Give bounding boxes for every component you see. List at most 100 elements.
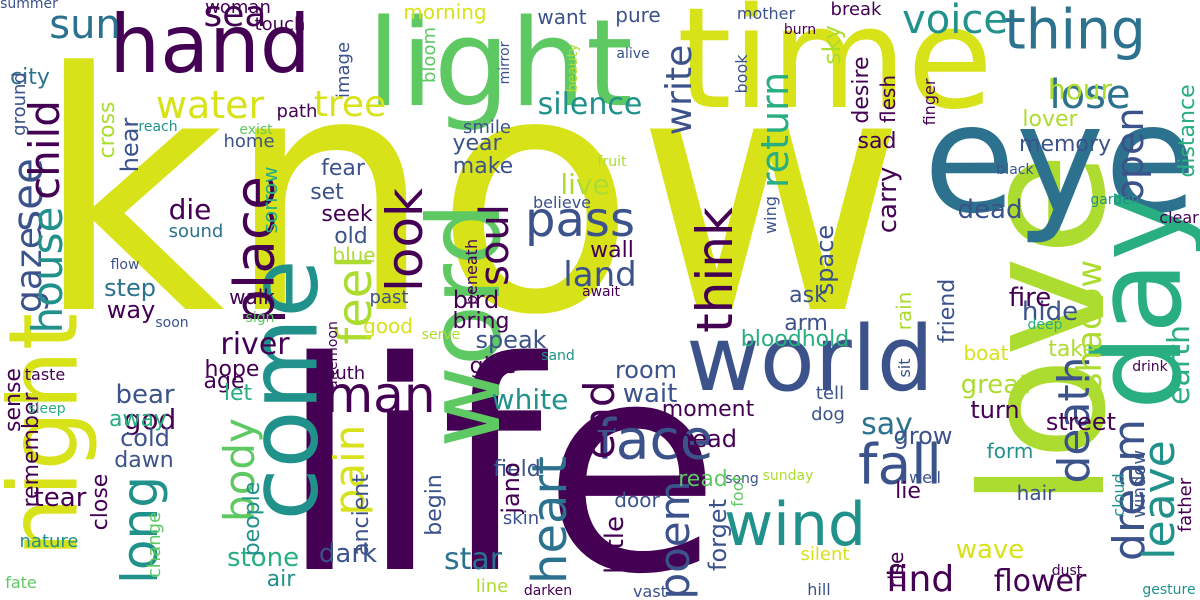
- cloud-word-return: return: [753, 71, 797, 189]
- cloud-word-rain: rain: [892, 291, 916, 331]
- cloud-word-carry: carry: [873, 166, 903, 234]
- cloud-word-darken: darken: [523, 583, 573, 599]
- cloud-word-street: street: [1045, 408, 1117, 436]
- cloud-word-jano: jano: [497, 462, 525, 514]
- cloud-word-touch: touch: [254, 14, 306, 35]
- cloud-word-step: step: [104, 274, 156, 302]
- cloud-word-vast: vast: [633, 582, 667, 600]
- cloud-word-arm: arm: [784, 311, 828, 336]
- cloud-word-hair: hair: [1016, 481, 1056, 505]
- cloud-word-hide: hide: [1021, 297, 1079, 327]
- cloud-word-house: house: [23, 206, 72, 334]
- cloud-word-silent: silent: [800, 544, 850, 565]
- cloud-word-shadow: shadow: [1070, 259, 1110, 391]
- cloud-word-window: window: [1129, 449, 1150, 519]
- cloud-word-thing: thing: [1004, 0, 1146, 62]
- cloud-word-flow: flow: [110, 257, 140, 273]
- cloud-word-seek: seek: [321, 202, 373, 227]
- cloud-word-tear: tear: [33, 483, 87, 513]
- cloud-word-old: old: [334, 224, 368, 249]
- cloud-word-die: die: [168, 193, 212, 226]
- cloud-word-face: face: [596, 407, 714, 472]
- cloud-word-believe: believe: [532, 193, 592, 212]
- cloud-word-dark: dark: [318, 539, 378, 569]
- cloud-word-voice: voice: [902, 0, 1008, 43]
- cloud-word-garden: garden: [1090, 192, 1140, 208]
- cloud-word-blue: blue: [332, 243, 376, 267]
- cloud-word-cold: cold: [120, 424, 170, 452]
- cloud-word-wing: wing: [761, 196, 780, 234]
- cloud-word-bloom: bloom: [419, 27, 440, 83]
- cloud-word-hour: hour: [1047, 73, 1113, 106]
- cloud-word-sun: sun: [49, 2, 121, 48]
- cloud-word-field: field: [493, 457, 541, 482]
- cloud-word-man: man: [324, 366, 436, 424]
- cloud-word-past: past: [369, 287, 409, 308]
- cloud-word-know: know: [33, 3, 907, 387]
- cloud-word-sunday: sunday: [762, 468, 814, 484]
- cloud-word-land: land: [563, 255, 637, 295]
- cloud-word-dog: dog: [811, 404, 845, 425]
- cloud-word-fire: fire: [1008, 283, 1052, 313]
- cloud-word-mother: mother: [736, 4, 796, 23]
- cloud-word-book: book: [732, 54, 751, 94]
- cloud-word-light: light: [367, 0, 633, 134]
- cloud-word-change: change: [144, 511, 165, 579]
- cloud-word-burn: burn: [783, 22, 817, 38]
- cloud-word-sea: sea: [203, 0, 267, 35]
- cloud-word-woman: woman: [205, 0, 271, 18]
- cloud-word-lie: lie: [895, 479, 921, 504]
- cloud-word-away: away: [109, 407, 167, 432]
- cloud-word-water: water: [155, 83, 265, 127]
- cloud-word-dead: dead: [957, 195, 1023, 225]
- cloud-word-cloud: cloud: [1109, 473, 1128, 517]
- cloud-word-taste: taste: [24, 365, 66, 384]
- cloud-word-speak: speak: [475, 326, 547, 354]
- cloud-word-tree: tree: [313, 84, 387, 125]
- cloud-word-write: write: [659, 44, 700, 136]
- cloud-word-year: year: [452, 131, 502, 156]
- cloud-word-little: little: [600, 515, 630, 575]
- cloud-word-want: want: [537, 5, 587, 29]
- cloud-word-desire: desire: [849, 56, 874, 124]
- cloud-word-wait: wait: [622, 379, 678, 409]
- cloud-word-take: take: [1048, 337, 1096, 362]
- cloud-word-walk: walk: [229, 285, 275, 309]
- cloud-word-dawn: dawn: [114, 448, 174, 473]
- cloud-word-home: home: [223, 131, 275, 152]
- cloud-word-bird: bird: [452, 286, 500, 314]
- cloud-word-lose: lose: [1049, 72, 1131, 118]
- cloud-word-live: live: [560, 168, 610, 201]
- cloud-word-sign: sign: [245, 310, 275, 326]
- cloud-word-sad: sad: [857, 129, 897, 154]
- cloud-word-boat: boat: [963, 341, 1009, 365]
- cloud-word-night: night: [0, 312, 100, 558]
- cloud-word-hope: hope: [204, 357, 260, 382]
- cloud-word-bring: bring: [452, 309, 510, 334]
- cloud-word-eye: eye: [923, 73, 1197, 247]
- cloud-word-sound: sound: [168, 221, 224, 242]
- cloud-word-make: make: [452, 154, 514, 179]
- cloud-word-line: line: [475, 576, 509, 597]
- cloud-word-earth: earth: [1162, 325, 1197, 405]
- cloud-word-friend: friend: [935, 278, 960, 344]
- cloud-word-life: life: [279, 301, 721, 600]
- cloud-word-god: god: [123, 403, 177, 436]
- cloud-word-say: say: [861, 407, 913, 442]
- cloud-word-dust: dust: [1051, 563, 1083, 579]
- cloud-word-skin: skin: [502, 508, 540, 529]
- cloud-word-pure: pure: [615, 3, 661, 27]
- cloud-word-find: find: [885, 559, 955, 600]
- cloud-word-afternoon: afternoon: [325, 321, 341, 389]
- cloud-word-end: end: [575, 380, 624, 460]
- cloud-word-reach: reach: [138, 119, 178, 135]
- cloud-word-age: age: [203, 369, 245, 394]
- cloud-word-white: white: [491, 383, 569, 416]
- cloud-word-world: world: [686, 307, 934, 412]
- cloud-word-await: await: [582, 284, 620, 300]
- cloud-word-begin: begin: [422, 474, 447, 536]
- cloud-word-image: image: [333, 41, 354, 99]
- cloud-word-deep: deep: [1027, 317, 1063, 333]
- cloud-word-fear: fear: [321, 156, 365, 181]
- cloud-word-beneath: beneath: [462, 238, 481, 306]
